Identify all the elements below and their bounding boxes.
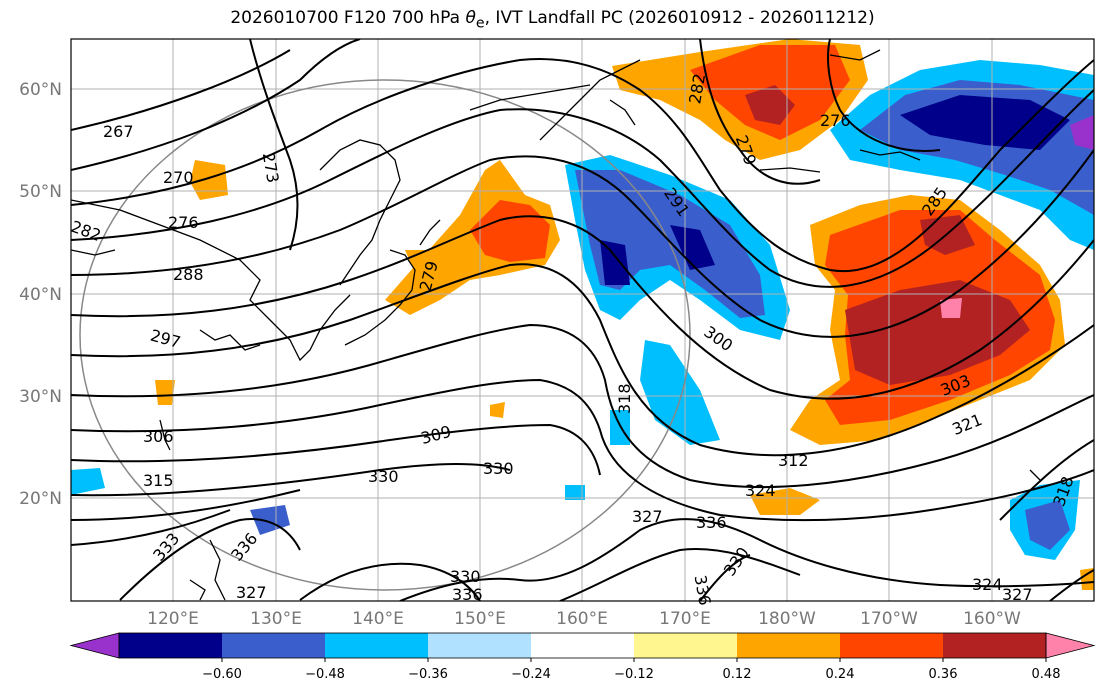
lat-label: 30°N xyxy=(19,387,62,407)
colorbar-segment xyxy=(119,633,223,658)
contour-label: 330 xyxy=(483,459,514,478)
contour-label: 276 xyxy=(820,111,851,130)
colorbar-segment xyxy=(943,633,1047,658)
lon-label: 160°E xyxy=(556,609,608,629)
lon-label: 130°E xyxy=(250,609,302,629)
coastlines xyxy=(71,49,1041,601)
colorbar-segment xyxy=(531,633,635,658)
plot-frame xyxy=(70,38,1095,602)
colorbar-segment xyxy=(222,633,326,658)
contour-label: 324 xyxy=(745,481,776,500)
lat-label: 20°N xyxy=(19,489,62,509)
landfall-region-outline xyxy=(79,79,691,591)
theta-e-contours xyxy=(71,39,1094,601)
colorbar-segment xyxy=(428,633,532,658)
colorbar-tick-label: −0.12 xyxy=(614,667,654,682)
longitude-labels: 120°E 130°E 140°E 150°E 160°E 170°E 180°… xyxy=(147,609,1021,629)
lon-label: 180°W xyxy=(758,609,816,629)
contour-label: 318 xyxy=(615,383,634,414)
colorbar-segment xyxy=(737,633,841,658)
contour-label: 324 xyxy=(972,575,1003,594)
latitude-labels: 60°N 50°N 40°N 30°N 20°N xyxy=(19,80,62,509)
lon-label: 170°W xyxy=(860,609,918,629)
contour-label: 288 xyxy=(173,265,204,284)
contour-label: 267 xyxy=(103,122,134,141)
lon-label: 150°E xyxy=(454,609,506,629)
contour-label: 270 xyxy=(163,168,194,187)
colorbar-segment xyxy=(325,633,429,658)
colorbar: −0.60 −0.48 −0.36 −0.24 −0.12 0.12 0.24 0.36 0.4… xyxy=(69,632,1096,682)
contour-label: 315 xyxy=(143,471,174,490)
colorbar-extend-high xyxy=(1045,632,1096,659)
contour-label: 312 xyxy=(778,451,809,470)
colorbar-extend-low xyxy=(69,632,120,659)
contour-label: 336 xyxy=(696,513,727,532)
colorbar-tick-label: 0.24 xyxy=(826,667,855,682)
contour-label: 336 xyxy=(452,585,483,604)
lat-label: 40°N xyxy=(19,285,62,305)
colorbar-outline xyxy=(118,632,1047,659)
contour-label: 330 xyxy=(450,567,481,586)
contour-label: 327 xyxy=(632,507,663,526)
lon-label: 160°W xyxy=(963,609,1021,629)
contour-label: 327 xyxy=(1002,585,1033,604)
contour-label: 306 xyxy=(143,427,174,446)
contour-label: 330 xyxy=(368,467,399,486)
colorbar-tick-label: −0.24 xyxy=(511,667,551,682)
lat-label: 50°N xyxy=(19,182,62,202)
lat-label: 60°N xyxy=(19,80,62,100)
colorbar-tick-label: 0.12 xyxy=(723,667,752,682)
colorbar-tick-label: 0.36 xyxy=(929,667,958,682)
lon-label: 140°E xyxy=(352,609,404,629)
colorbar-segment xyxy=(634,633,738,658)
colorbar-tick-label: −0.48 xyxy=(305,667,345,682)
colorbar-tick-label: 0.48 xyxy=(1032,667,1061,682)
contour-label: 276 xyxy=(168,213,199,232)
contour-label: 327 xyxy=(236,583,267,602)
contour-label: 336 xyxy=(691,573,715,606)
lon-label: 120°E xyxy=(147,609,199,629)
gridlines xyxy=(71,39,1094,601)
colorbar-tick-label: −0.60 xyxy=(202,667,242,682)
colorbar-segment xyxy=(840,633,944,658)
colorbar-tick-label: −0.36 xyxy=(408,667,448,682)
map-title: 2026010700 F120 700 hPa θe, IVT Landfall… xyxy=(230,8,875,32)
lon-label: 170°E xyxy=(659,609,711,629)
